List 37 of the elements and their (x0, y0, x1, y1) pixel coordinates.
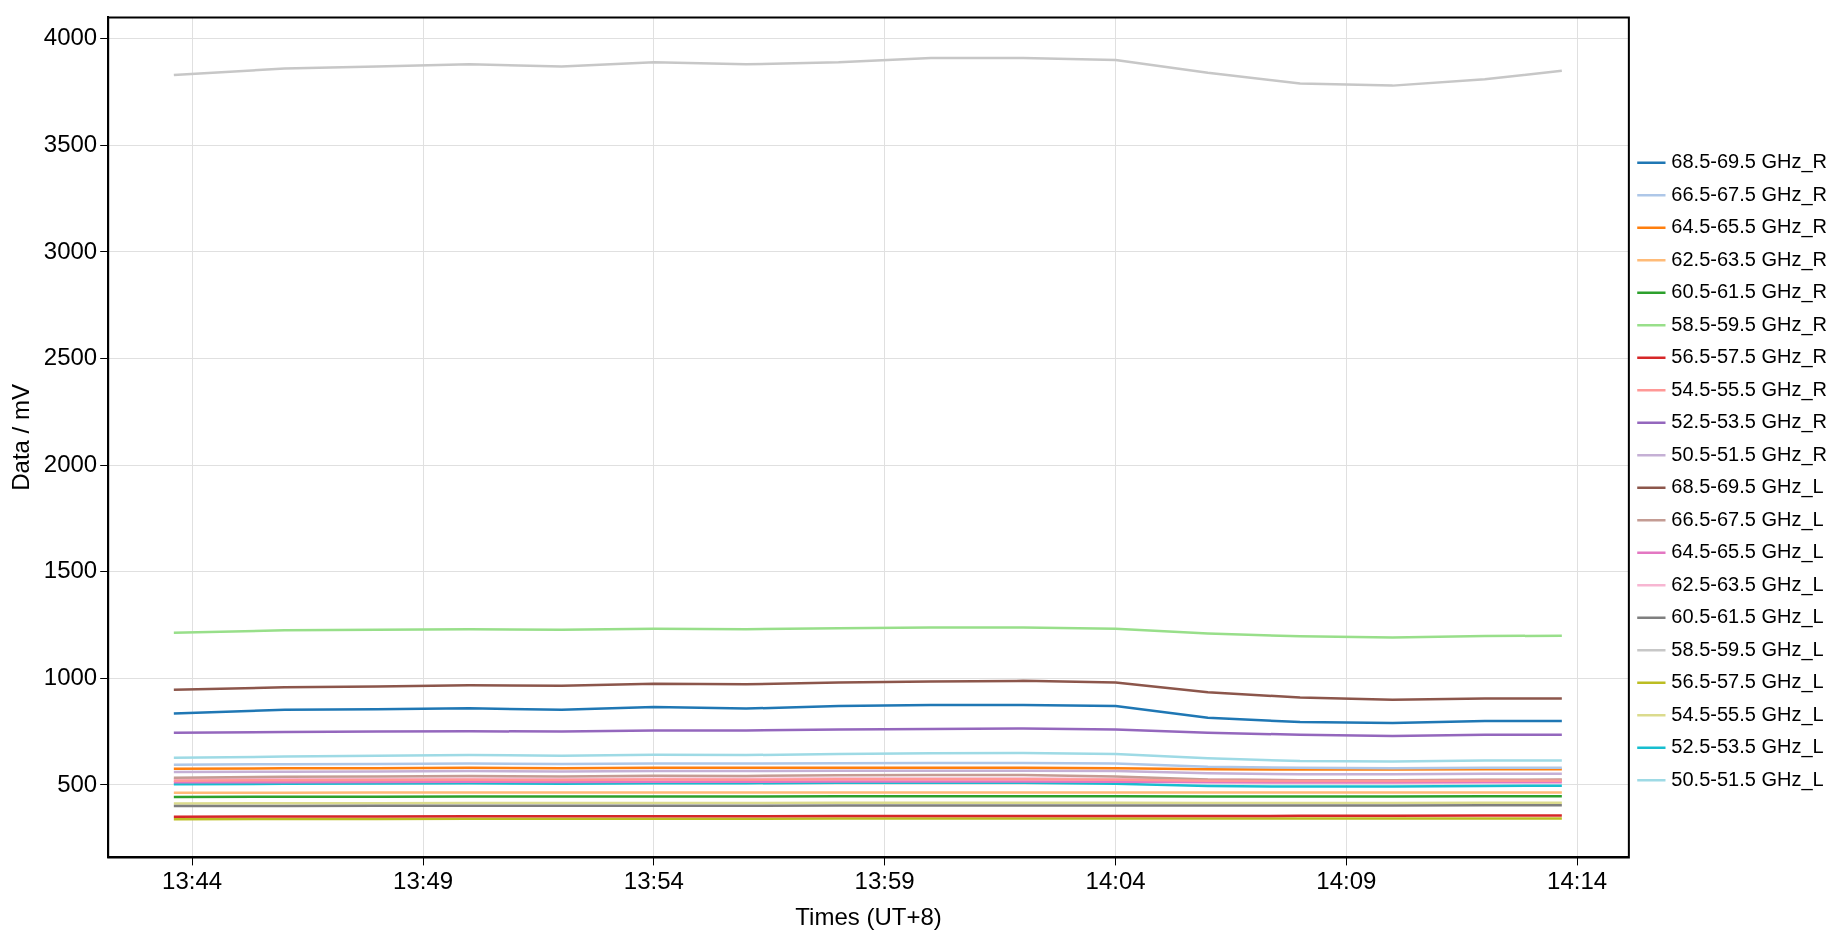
legend-label: 56.5-57.5 GHz_L (1671, 670, 1824, 694)
legend-label: 52.5-53.5 GHz_R (1671, 410, 1828, 434)
y-tick-label: 500 (57, 769, 98, 797)
legend-label: 52.5-53.5 GHz_L (1671, 735, 1824, 759)
legend-label: 58.5-59.5 GHz_L (1671, 637, 1824, 661)
y-tick-label: 2000 (43, 449, 98, 477)
legend-label: 60.5-61.5 GHz_R (1671, 280, 1828, 304)
legend-label: 66.5-67.5 GHz_L (1671, 507, 1824, 531)
legend-label: 64.5-65.5 GHz_R (1671, 215, 1828, 239)
y-tick-label: 1000 (43, 662, 98, 690)
legend-label: 60.5-61.5 GHz_L (1671, 605, 1824, 629)
x-tick-label: 13:49 (393, 867, 454, 895)
x-tick-label: 13:44 (162, 867, 223, 895)
legend-label: 68.5-69.5 GHz_L (1671, 475, 1824, 499)
y-tick-label: 4000 (43, 23, 98, 51)
x-tick-label: 14:04 (1085, 867, 1146, 895)
legend-label: 54.5-55.5 GHz_R (1671, 377, 1828, 401)
x-tick-label: 14:09 (1316, 867, 1377, 895)
y-axis-title: Data / mV (7, 384, 35, 491)
legend-label: 66.5-67.5 GHz_R (1671, 182, 1828, 206)
y-tick-label: 3500 (43, 129, 98, 157)
x-tick-label: 14:14 (1547, 867, 1608, 895)
x-tick-label: 13:59 (854, 867, 915, 895)
legend-label: 54.5-55.5 GHz_L (1671, 702, 1824, 726)
x-tick-label: 13:54 (623, 867, 684, 895)
legend-label: 50.5-51.5 GHz_L (1671, 767, 1824, 791)
y-tick-label: 3000 (43, 236, 98, 264)
legend-label: 64.5-65.5 GHz_L (1671, 540, 1824, 564)
legend-label: 62.5-63.5 GHz_R (1671, 247, 1828, 271)
legend-label: 68.5-69.5 GHz_R (1671, 150, 1828, 174)
x-axis-title: Times (UT+8) (795, 903, 942, 931)
legend-label: 62.5-63.5 GHz_L (1671, 572, 1824, 596)
legend-label: 58.5-59.5 GHz_R (1671, 312, 1828, 336)
y-tick-label: 2500 (43, 343, 98, 371)
y-tick-label: 1500 (43, 556, 98, 584)
legend-label: 56.5-57.5 GHz_R (1671, 345, 1828, 369)
legend-label: 50.5-51.5 GHz_R (1671, 442, 1828, 466)
